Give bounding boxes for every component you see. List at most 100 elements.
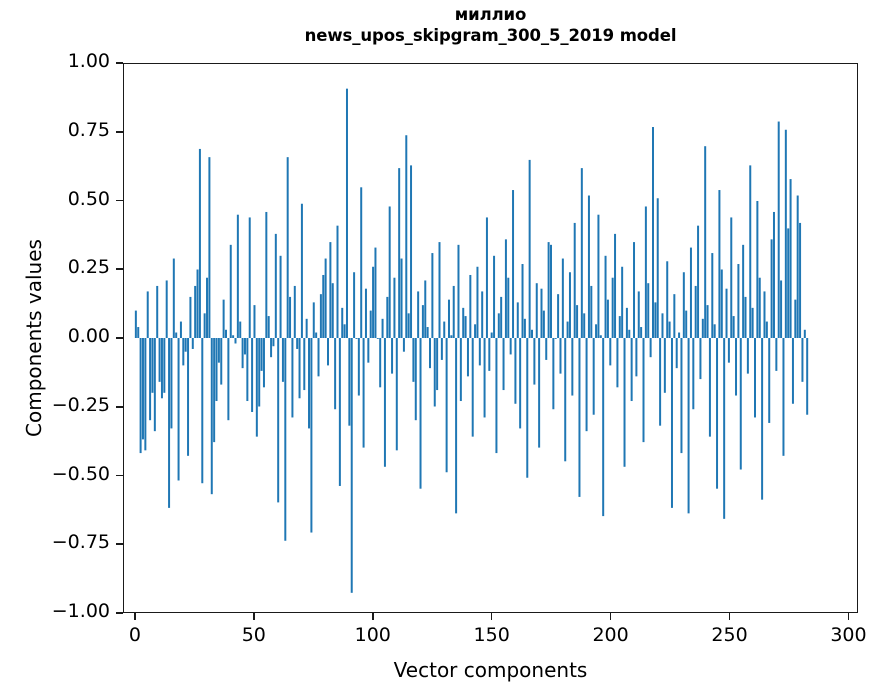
bar bbox=[296, 338, 299, 349]
bar bbox=[322, 274, 325, 338]
bar bbox=[775, 338, 778, 371]
bar bbox=[172, 258, 175, 338]
y-tick-label: 0.75 bbox=[67, 118, 110, 141]
bar bbox=[514, 338, 517, 404]
bar bbox=[469, 274, 472, 338]
bar bbox=[723, 338, 726, 519]
bar bbox=[179, 321, 182, 338]
bar bbox=[160, 338, 163, 399]
bar bbox=[557, 294, 560, 338]
bar bbox=[564, 338, 567, 462]
bar bbox=[350, 338, 353, 593]
bar bbox=[538, 338, 541, 448]
chart-title-line-1: миллио bbox=[454, 5, 527, 24]
bar bbox=[625, 307, 628, 338]
bar bbox=[571, 338, 574, 396]
bar bbox=[471, 338, 474, 437]
bar bbox=[289, 296, 292, 338]
bar bbox=[611, 277, 614, 338]
bar bbox=[533, 338, 536, 385]
bar bbox=[372, 266, 375, 338]
x-tick-label: 150 bbox=[473, 624, 510, 646]
bar bbox=[566, 321, 569, 338]
bar bbox=[353, 272, 356, 338]
bar bbox=[376, 338, 379, 339]
bar bbox=[502, 338, 505, 391]
bar bbox=[383, 338, 386, 467]
bar bbox=[692, 338, 695, 410]
bar bbox=[388, 206, 391, 338]
bar bbox=[737, 264, 740, 338]
bar bbox=[718, 190, 721, 338]
bar bbox=[455, 338, 458, 514]
bar bbox=[777, 121, 780, 338]
bar bbox=[521, 264, 524, 338]
bar bbox=[260, 338, 263, 371]
bar bbox=[630, 338, 633, 402]
bar bbox=[362, 338, 365, 448]
bar bbox=[742, 244, 745, 338]
bar bbox=[277, 338, 280, 503]
y-tick-label: 1.00 bbox=[67, 50, 110, 72]
bar bbox=[213, 338, 216, 443]
bar bbox=[649, 338, 652, 358]
x-tick-mark bbox=[371, 613, 374, 620]
bar bbox=[255, 338, 258, 437]
x-tick-mark bbox=[134, 613, 136, 620]
bar bbox=[754, 338, 756, 418]
bar bbox=[666, 261, 669, 338]
bar bbox=[201, 338, 204, 484]
bar bbox=[319, 294, 322, 338]
bar bbox=[457, 244, 460, 338]
bar bbox=[763, 291, 766, 338]
bar bbox=[267, 316, 270, 338]
x-tick-label: 250 bbox=[711, 624, 748, 646]
bar bbox=[628, 329, 631, 338]
bar bbox=[360, 187, 363, 338]
bar bbox=[531, 329, 534, 338]
bar bbox=[417, 291, 420, 338]
bar bbox=[485, 217, 488, 338]
bar bbox=[614, 233, 617, 338]
bar bbox=[794, 299, 797, 338]
chart-title: миллио news_upos_skipgram_300_5_2019 mod… bbox=[123, 4, 858, 46]
bar bbox=[246, 338, 249, 402]
bar bbox=[583, 313, 586, 338]
bar bbox=[298, 338, 301, 399]
bar bbox=[407, 313, 410, 338]
bar bbox=[210, 338, 213, 495]
bar bbox=[310, 338, 313, 533]
bar bbox=[552, 338, 555, 410]
bar bbox=[426, 327, 429, 338]
y-tick-mark bbox=[116, 405, 123, 408]
bar bbox=[191, 338, 194, 349]
bar bbox=[768, 338, 771, 423]
bar bbox=[500, 296, 503, 338]
bar bbox=[580, 168, 583, 338]
bar bbox=[243, 338, 246, 355]
bar bbox=[137, 327, 140, 338]
bar bbox=[386, 296, 389, 338]
bar bbox=[547, 242, 550, 338]
x-tick-label: 200 bbox=[592, 624, 629, 646]
bar bbox=[474, 324, 477, 338]
bar bbox=[749, 165, 752, 338]
bar bbox=[232, 335, 235, 338]
bar bbox=[139, 338, 142, 454]
bar bbox=[241, 338, 244, 369]
bar bbox=[590, 285, 593, 338]
bar bbox=[711, 253, 714, 338]
bar bbox=[258, 338, 261, 407]
bar bbox=[151, 338, 154, 393]
bar bbox=[578, 338, 581, 497]
bar bbox=[464, 316, 467, 338]
bar bbox=[744, 296, 747, 338]
bar bbox=[336, 225, 339, 338]
bar bbox=[345, 88, 348, 338]
bar bbox=[746, 338, 749, 374]
bar bbox=[644, 206, 647, 338]
bar bbox=[595, 324, 598, 338]
bar bbox=[732, 316, 735, 338]
bar bbox=[488, 338, 491, 371]
x-tick-mark bbox=[490, 613, 493, 620]
